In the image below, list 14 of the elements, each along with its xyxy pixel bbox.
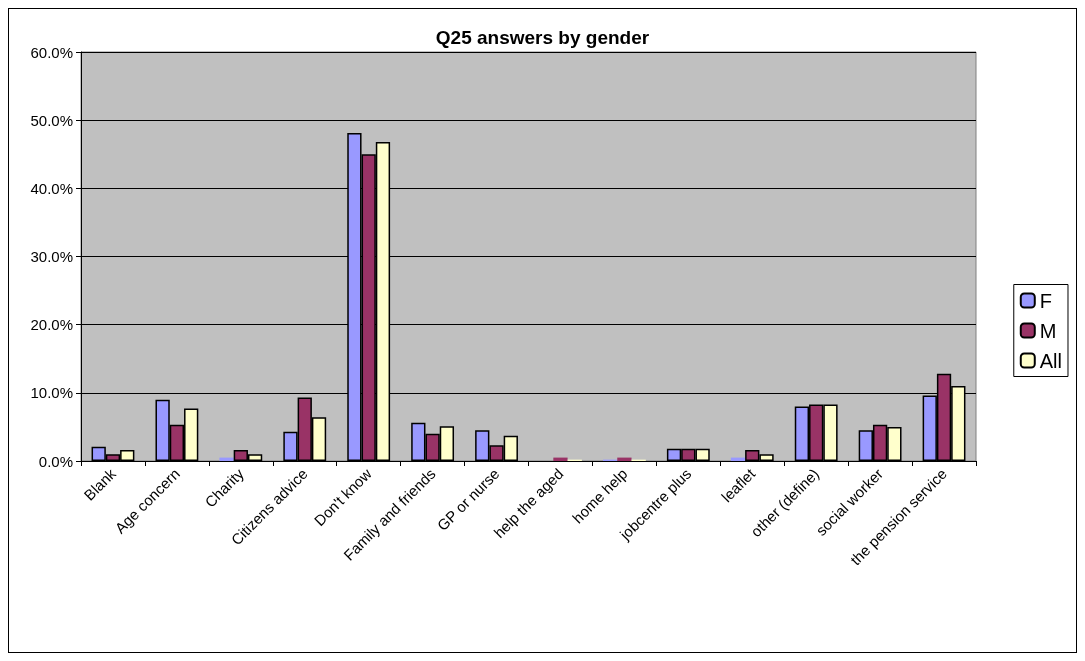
y-tick-label: 40.0% <box>30 179 73 197</box>
y-tick-label: 20.0% <box>30 316 73 334</box>
bar <box>553 457 568 461</box>
y-tick-label: 10.0% <box>30 384 73 402</box>
y-tick-label: 60.0% <box>30 43 73 61</box>
y-tick-label: 0.0% <box>38 452 73 470</box>
y-tick-label: 30.0% <box>30 248 73 265</box>
bar <box>219 457 234 461</box>
legend-label: F <box>1039 289 1052 312</box>
y-tick-label: 50.0% <box>30 111 73 129</box>
bar <box>617 457 632 461</box>
chart-title: Q25 answers by gender <box>435 27 650 48</box>
legend-label: All <box>1039 349 1063 372</box>
legend-label: M <box>1039 319 1057 342</box>
